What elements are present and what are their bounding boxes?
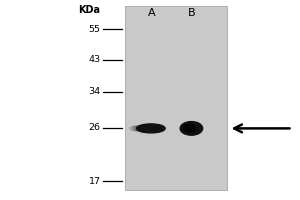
Ellipse shape — [142, 126, 157, 131]
Ellipse shape — [180, 122, 203, 135]
Text: B: B — [188, 8, 196, 18]
Ellipse shape — [139, 126, 154, 131]
Text: KDa: KDa — [79, 5, 101, 15]
Text: 34: 34 — [88, 88, 101, 97]
Ellipse shape — [130, 126, 145, 131]
Bar — [124, 6, 226, 190]
Text: A: A — [148, 8, 155, 18]
Text: 17: 17 — [88, 176, 101, 186]
Text: 26: 26 — [88, 123, 101, 132]
Ellipse shape — [183, 124, 195, 132]
Text: 43: 43 — [88, 55, 101, 64]
Ellipse shape — [136, 126, 151, 131]
Text: 55: 55 — [88, 24, 101, 33]
Ellipse shape — [133, 126, 148, 131]
Ellipse shape — [137, 124, 165, 133]
